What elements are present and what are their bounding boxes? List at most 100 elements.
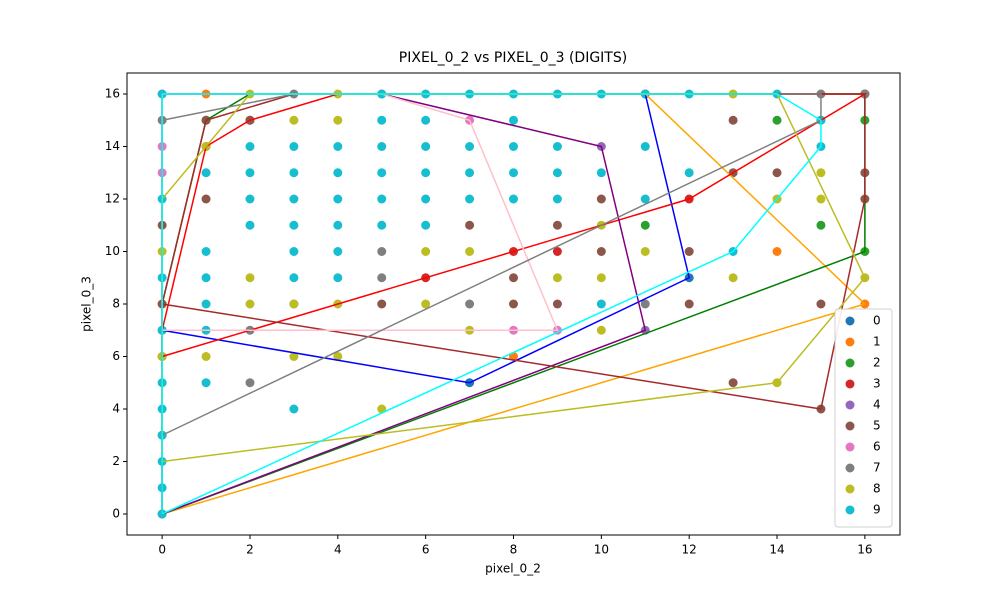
point [509, 168, 518, 178]
point [421, 142, 431, 151]
legend-marker [845, 337, 855, 347]
point [465, 299, 475, 309]
hull [161, 93, 822, 437]
hull [161, 93, 691, 384]
point [289, 247, 299, 256]
point [289, 194, 299, 204]
hull [161, 93, 868, 358]
point [377, 115, 387, 125]
hull [161, 93, 866, 410]
point [377, 194, 387, 204]
point [333, 273, 343, 283]
point [289, 168, 299, 178]
legend-label: 2 [873, 356, 881, 370]
legend-marker [845, 379, 855, 389]
point [201, 273, 211, 283]
point [728, 273, 738, 283]
point [509, 299, 518, 309]
x-axis-label: pixel_0_2 [485, 562, 541, 576]
legend-box [834, 308, 893, 528]
x-tick-label: 8 [510, 543, 518, 557]
y-tick-label: 0 [112, 507, 120, 521]
point [289, 115, 299, 125]
point [201, 378, 211, 388]
point [728, 115, 738, 125]
y-tick-label: 16 [105, 87, 120, 101]
point [772, 168, 782, 178]
point [289, 299, 299, 309]
point [816, 168, 826, 178]
y-tick-label: 4 [112, 402, 120, 416]
hull [161, 93, 559, 331]
point [245, 142, 255, 151]
point [465, 247, 475, 256]
point [377, 220, 387, 230]
point [684, 168, 694, 178]
point [377, 142, 387, 151]
point [201, 168, 211, 178]
point [772, 115, 782, 125]
point [640, 194, 650, 204]
point [289, 220, 299, 230]
point [465, 220, 475, 230]
point [377, 299, 387, 309]
plot-frame [126, 72, 901, 536]
legend-label: 8 [873, 482, 881, 496]
x-tick-label: 2 [246, 543, 254, 557]
point [509, 273, 518, 283]
point [377, 168, 387, 178]
point [816, 220, 826, 230]
hull [161, 93, 822, 516]
point [684, 247, 694, 256]
legend-label: 7 [873, 461, 881, 475]
legend-marker [845, 358, 855, 368]
point [289, 273, 299, 283]
point [596, 194, 606, 204]
point [596, 247, 606, 256]
legend-marker [845, 442, 855, 452]
legend-marker [845, 463, 855, 473]
legend-label: 0 [873, 314, 881, 328]
point [333, 220, 343, 230]
point [509, 142, 518, 151]
point [421, 220, 431, 230]
point [333, 115, 343, 125]
point [596, 168, 606, 178]
point [465, 168, 475, 178]
x-tick-label: 6 [422, 543, 430, 557]
point [596, 325, 606, 335]
point [596, 273, 606, 283]
legend-label: 6 [873, 440, 881, 454]
point [640, 247, 650, 256]
point [640, 142, 650, 151]
point [289, 142, 299, 151]
point [509, 194, 518, 204]
legend-marker [845, 316, 855, 326]
point [201, 352, 211, 361]
point [201, 299, 211, 309]
point [596, 299, 606, 309]
point [552, 194, 562, 204]
y-tick-label: 2 [112, 454, 120, 468]
y-tick-label: 8 [112, 297, 120, 311]
point [333, 352, 343, 361]
legend-marker [845, 421, 855, 431]
point [333, 142, 343, 151]
point [421, 115, 431, 125]
point [552, 142, 562, 151]
point [816, 299, 826, 309]
point [289, 404, 299, 414]
point [377, 273, 387, 283]
legend-label: 1 [873, 335, 881, 349]
point [421, 299, 431, 309]
point [640, 220, 650, 230]
point [333, 247, 343, 256]
legend-label: 3 [873, 377, 881, 391]
point [772, 247, 782, 256]
point [552, 273, 562, 283]
point [421, 168, 431, 178]
legend-label: 5 [873, 419, 881, 433]
legend-label: 9 [873, 503, 881, 517]
point [333, 168, 343, 178]
